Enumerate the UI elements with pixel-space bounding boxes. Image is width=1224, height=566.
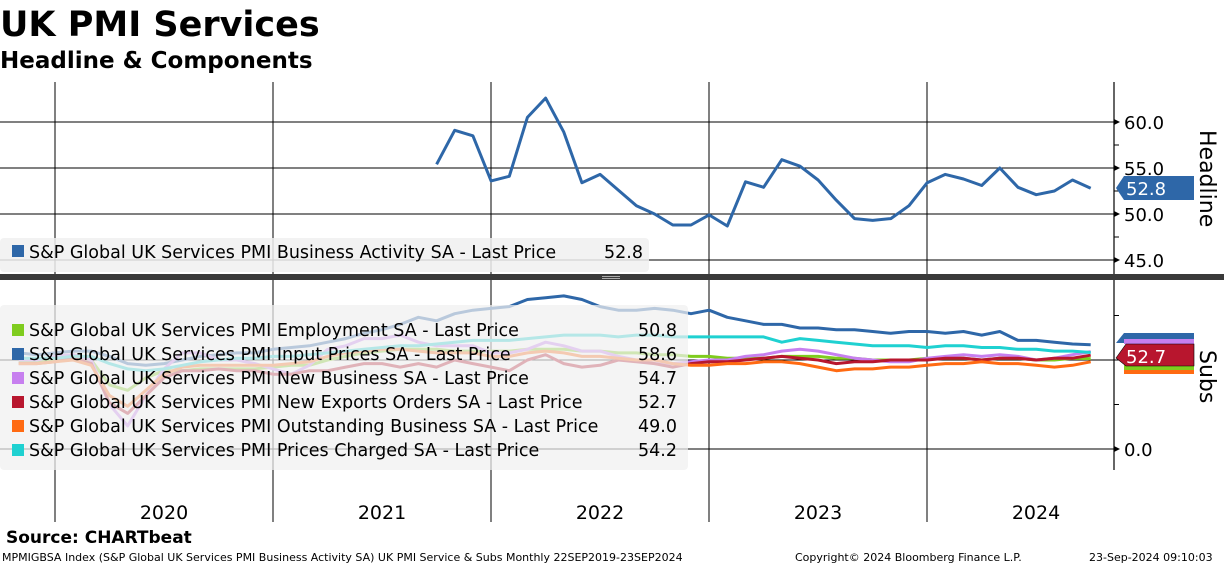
tag-outstanding bbox=[1124, 370, 1194, 374]
headline-legend-label: S&P Global UK Services PMI Business Acti… bbox=[29, 243, 556, 263]
footer-copyright: Copyright© 2024 Bloomberg Finance L.P. bbox=[795, 551, 1022, 564]
legend-swatch bbox=[12, 348, 24, 360]
chart-title: UK PMI Services bbox=[0, 5, 320, 45]
subs-last-value: 52.7 bbox=[1126, 347, 1166, 368]
legend-swatch bbox=[12, 444, 24, 456]
headline-ytick-label: 55.0 bbox=[1124, 159, 1164, 180]
chart-subtitle: Headline & Components bbox=[0, 48, 313, 74]
legend-label: S&P Global UK Services PMI New Business … bbox=[29, 369, 529, 389]
headline-series bbox=[435, 96, 1092, 228]
subs-ytick-label: 0.0 bbox=[1124, 440, 1153, 461]
tag-employment bbox=[1124, 365, 1194, 370]
legend-value: 58.6 bbox=[638, 345, 677, 365]
x-tick-label: 2024 bbox=[1012, 502, 1060, 524]
subs-legend-box bbox=[0, 305, 688, 470]
legend-value: 50.8 bbox=[638, 321, 677, 341]
footer-timestamp: 23-Sep-2024 09:10:03 bbox=[1089, 551, 1213, 564]
divider-grip-icon bbox=[602, 276, 620, 277]
tick-arrow bbox=[1114, 257, 1120, 263]
tag-new-business bbox=[1124, 339, 1194, 344]
legend-value: 54.7 bbox=[638, 369, 677, 389]
x-axis-labels: 2020 2021 2022 2023 2024 bbox=[140, 502, 1060, 524]
headline-ytick-label: 50.0 bbox=[1124, 205, 1164, 226]
legend-swatch bbox=[12, 396, 24, 408]
tag-new-exports bbox=[1115, 343, 1195, 367]
headline-legend-value: 52.8 bbox=[604, 243, 643, 263]
tick-arrow bbox=[1114, 446, 1120, 452]
headline-legend-box bbox=[0, 238, 649, 272]
headline-ytick-label: 60.0 bbox=[1124, 113, 1164, 134]
divider-grip-icon-line bbox=[602, 278, 620, 279]
subs-panel-label: Subs bbox=[1194, 350, 1219, 403]
legend-label: S&P Global UK Services PMI New Exports O… bbox=[29, 393, 583, 413]
headline-last-tag bbox=[1116, 176, 1194, 200]
legend-swatch bbox=[12, 324, 24, 336]
legend-label: S&P Global UK Services PMI Input Prices … bbox=[29, 345, 511, 365]
legend-value: 52.7 bbox=[638, 393, 677, 413]
subs-legend: S&P Global UK Services PMI Employment SA… bbox=[12, 321, 677, 461]
legend-label: S&P Global UK Services PMI Outstanding B… bbox=[29, 417, 598, 437]
axes: 60.0 55.0 50.0 45.0 0.0 bbox=[1113, 82, 1164, 470]
source-label: Source: CHARTbeat bbox=[6, 528, 192, 548]
headline-panel-label: Headline bbox=[1194, 130, 1219, 227]
x-tick-label: 2022 bbox=[576, 502, 624, 524]
x-tick-label: 2021 bbox=[358, 502, 406, 524]
headline-legend-swatch bbox=[12, 245, 24, 257]
legend-swatch bbox=[12, 420, 24, 432]
footer-description: MPMIGBSA Index (S&P Global UK Services P… bbox=[2, 551, 683, 564]
legend-value: 49.0 bbox=[638, 417, 677, 437]
tick-arrow bbox=[1114, 211, 1120, 217]
x-tick-label: 2023 bbox=[794, 502, 842, 524]
x-tick-label: 2020 bbox=[140, 502, 188, 524]
legend-label: S&P Global UK Services PMI Employment SA… bbox=[29, 321, 519, 341]
subs-last-tag-stack bbox=[1115, 333, 1195, 374]
headline-last-value: 52.8 bbox=[1126, 179, 1166, 200]
tick-arrow bbox=[1114, 119, 1120, 125]
tick-arrow bbox=[1114, 165, 1120, 171]
legend-label: S&P Global UK Services PMI Prices Charge… bbox=[29, 441, 539, 461]
headline-business-activity-sa-line bbox=[435, 96, 1092, 228]
headline-ytick-label: 45.0 bbox=[1124, 251, 1164, 272]
legend-value: 54.2 bbox=[638, 441, 677, 461]
legend-swatch bbox=[12, 372, 24, 384]
